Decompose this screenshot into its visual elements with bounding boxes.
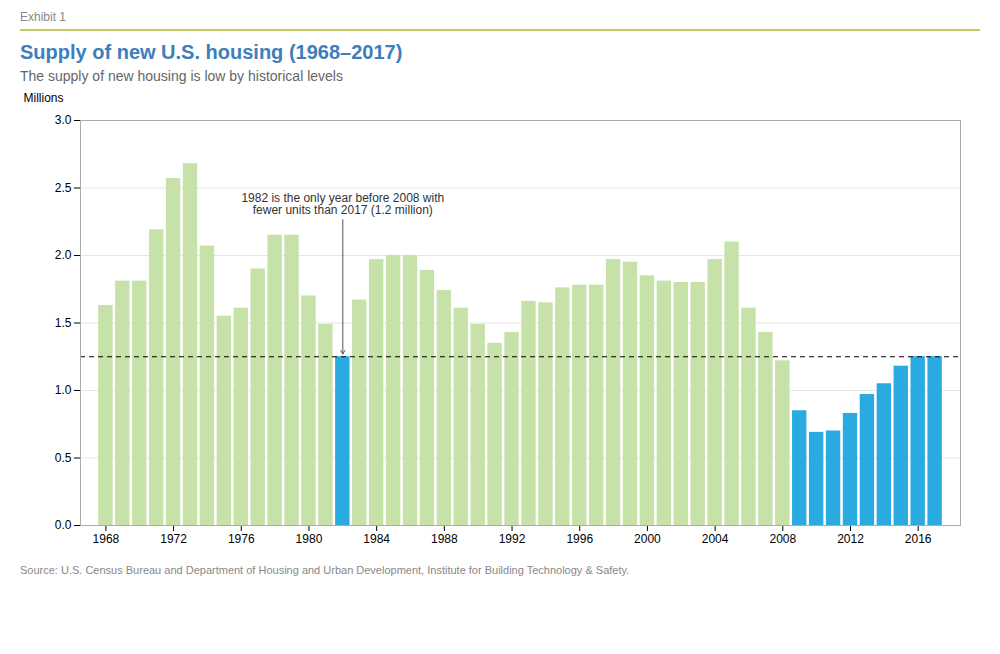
svg-text:2.0: 2.0: [55, 248, 72, 262]
svg-text:0.0: 0.0: [55, 518, 72, 532]
html-text:Source: U.S. Census Bureau and: Source: U.S. Census Bureau and Departmen…: [20, 564, 630, 576]
svg-text:2004: 2004: [702, 532, 729, 546]
svg-text:2008: 2008: [769, 532, 796, 546]
svg-text:1972: 1972: [160, 532, 187, 546]
svg-text:1984: 1984: [363, 532, 390, 546]
svg-text:1976: 1976: [228, 532, 255, 546]
svg-text:1982 is the only year before 2: 1982 is the only year before 2008 withfe…: [241, 191, 444, 217]
svg-text:1980: 1980: [296, 532, 323, 546]
svg-text:0.5: 0.5: [55, 451, 72, 465]
svg-text:1996: 1996: [566, 532, 593, 546]
svg-text:1968: 1968: [93, 532, 120, 546]
svg-text:2000: 2000: [634, 532, 661, 546]
svg-text:3.0: 3.0: [55, 113, 72, 127]
svg-text:1992: 1992: [499, 532, 526, 546]
svg-text:2012: 2012: [837, 532, 864, 546]
svg-text:2016: 2016: [905, 532, 932, 546]
svg-text:1.5: 1.5: [55, 316, 72, 330]
svg-text:Millions: Millions: [24, 91, 64, 105]
html-text:Supply of new U.S. housing (19: Supply of new U.S. housing (1968–2017): [20, 41, 403, 63]
svg-text:2.5: 2.5: [55, 181, 72, 195]
html-text:The supply of new housing is l: The supply of new housing is low by hist…: [20, 68, 343, 84]
svg-text:1.0: 1.0: [55, 383, 72, 397]
svg-text:1988: 1988: [431, 532, 458, 546]
html-text:Exhibit 1: Exhibit 1: [20, 10, 66, 24]
